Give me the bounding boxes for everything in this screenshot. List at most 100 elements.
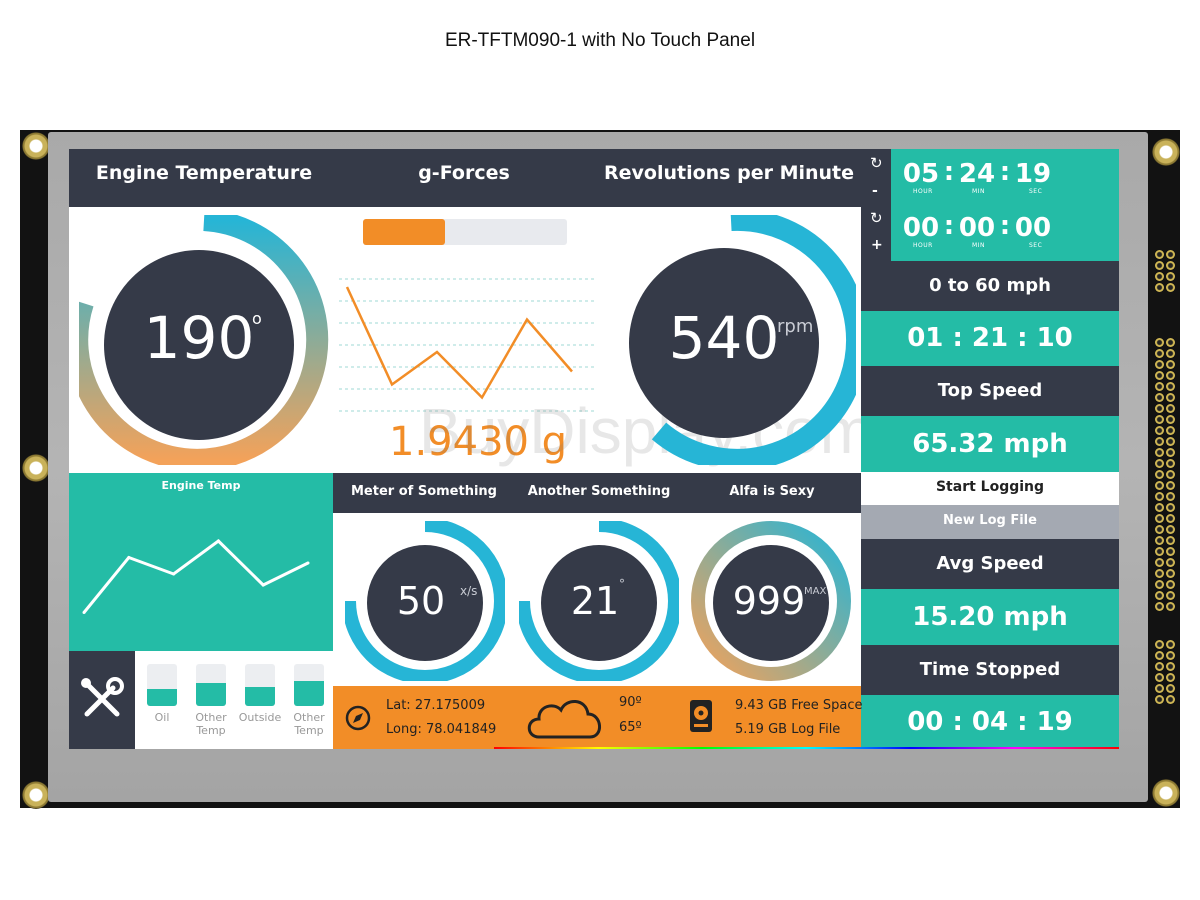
start-logging-button[interactable]: Start Logging [861, 472, 1119, 505]
meter-unit: x/s [460, 584, 478, 598]
header-pin [1155, 470, 1164, 479]
header-pin [1166, 558, 1175, 567]
header-pin [1155, 349, 1164, 358]
cloud-icon [527, 700, 601, 739]
header-pin [1166, 503, 1175, 512]
header-pin [1155, 272, 1164, 281]
header-pin [1155, 426, 1164, 435]
level-bars: Oil Other Temp Outside Other Temp [145, 664, 335, 749]
engine-temp-chart-title: Engine Temp [161, 479, 241, 492]
header-pin [1155, 503, 1164, 512]
hour-label: HOUR [913, 188, 933, 195]
colon: : [999, 211, 1011, 241]
header-pin [1155, 459, 1164, 468]
sub-header [333, 473, 861, 513]
engine-temperature-gauge [79, 215, 329, 465]
top-header [69, 149, 861, 207]
header-pin [1155, 415, 1164, 424]
level-bar-label: Outside [238, 711, 282, 724]
level-bar-fill [147, 689, 177, 706]
header-pin [1166, 640, 1175, 649]
header-pin [1166, 415, 1175, 424]
stopwatch-panel [891, 149, 1119, 261]
header-pin [1166, 651, 1175, 660]
mount-hole [22, 132, 50, 160]
gforce-line-chart [339, 278, 594, 412]
engine-temp-point [306, 561, 310, 565]
min-label: MIN [972, 242, 985, 249]
temperature-low: 65º [619, 720, 642, 735]
stopwatch-hours: 00 [902, 213, 940, 243]
engine-temperature-unit: o [252, 309, 262, 328]
header-pin [1166, 250, 1175, 259]
header-pin [1155, 536, 1164, 545]
zero-to-sixty-value: 01 : 21 : 10 [861, 311, 1119, 366]
reset-icon[interactable]: ↻ [870, 209, 883, 227]
stopwatch-seconds: 19 [1014, 159, 1052, 189]
header-pin [1166, 602, 1175, 611]
header-pin [1166, 514, 1175, 523]
header-pin [1166, 393, 1175, 402]
wrench-screwdriver-icon[interactable] [77, 674, 127, 724]
header-pin [1155, 338, 1164, 347]
another-gauge [519, 521, 679, 681]
hard-drive-icon [690, 700, 712, 732]
page-caption: ER-TFTM090-1 with No Touch Panel [444, 30, 756, 51]
level-bar-label: Oil [154, 711, 170, 724]
free-space: 9.43 GB Free Space [735, 698, 863, 713]
another-unit: ° [619, 577, 625, 591]
header-pin [1155, 371, 1164, 380]
sec-label: SEC [1029, 242, 1043, 249]
top-speed-value: 65.32 mph [861, 416, 1119, 472]
header-pin [1166, 525, 1175, 534]
header-pin [1166, 536, 1175, 545]
plus-button[interactable]: + [871, 237, 883, 253]
rpm-value: 540 [668, 304, 780, 372]
new-log-file-button[interactable]: New Log File [861, 505, 1119, 539]
mount-hole [1152, 138, 1180, 166]
header-pin [1166, 547, 1175, 556]
minus-button[interactable]: - [872, 183, 878, 199]
reset-icon[interactable]: ↻ [870, 154, 883, 172]
pin-header [1153, 250, 1181, 704]
header-pin [1155, 684, 1164, 693]
meter-gauge [345, 521, 505, 681]
header-pin [1155, 261, 1164, 270]
compass-icon [345, 705, 371, 731]
avg-speed-label: Avg Speed [861, 539, 1119, 589]
rpm-unit: rpm [777, 316, 814, 337]
rpm-gauge [629, 215, 856, 465]
header-pin [1166, 695, 1175, 704]
log-file-size: 5.19 GB Log File [735, 722, 841, 737]
level-bar-track [294, 664, 324, 706]
time-stopped-value: 00 : 04 : 19 [861, 695, 1119, 749]
header-pin [1155, 651, 1164, 660]
header-pin [1155, 492, 1164, 501]
temperature-high: 90º [619, 695, 642, 710]
stopwatch-seconds: 00 [1014, 213, 1052, 243]
header-pin [1166, 426, 1175, 435]
another-something-title: Another Something [527, 484, 671, 499]
display-screen: Engine Temperature g-Forces Revolutions … [69, 149, 1119, 749]
engine-temperature-title: Engine Temperature [95, 162, 313, 184]
header-pin [1155, 514, 1164, 523]
header-pin [1155, 283, 1164, 292]
header-pin [1166, 360, 1175, 369]
header-pin [1166, 261, 1175, 270]
engine-temp-point [216, 539, 220, 543]
alfa-title: Alfa is Sexy [729, 484, 815, 499]
engine-temp-point [82, 611, 86, 614]
header-pin [1166, 569, 1175, 578]
header-pin [1155, 695, 1164, 704]
gforce-value: 1.9430 g [389, 419, 568, 465]
longitude: Long: 78.041849 [386, 722, 497, 737]
header-pin [1155, 673, 1164, 682]
header-pin [1166, 580, 1175, 589]
header-pin [1155, 525, 1164, 534]
header-pin [1155, 404, 1164, 413]
header-pin [1166, 283, 1175, 292]
level-bar-track [147, 664, 177, 706]
header-pin [1155, 382, 1164, 391]
time-stopped-label: Time Stopped [861, 645, 1119, 695]
engine-temp-chart-panel [69, 473, 333, 651]
